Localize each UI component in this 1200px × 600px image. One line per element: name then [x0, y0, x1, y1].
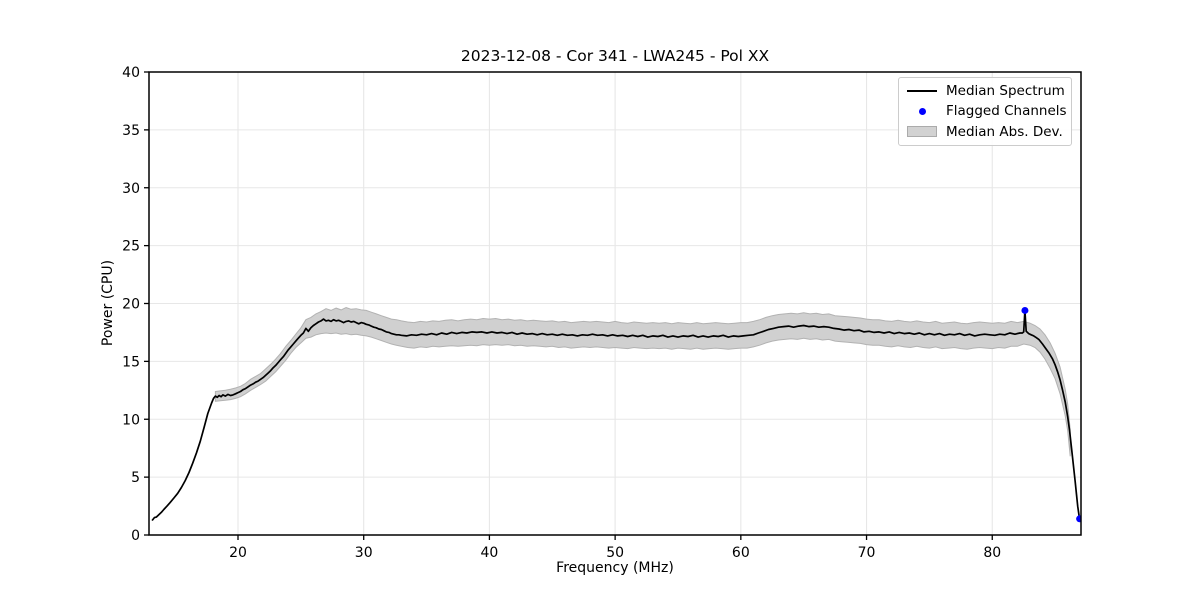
mad-band — [214, 307, 1071, 457]
x-tick-label: 50 — [606, 545, 624, 561]
legend-entry-median-spectrum: Median Spectrum — [907, 81, 1065, 101]
flagged-channel-marker — [1076, 515, 1081, 523]
legend-box: Median Spectrum Flagged Channels Median … — [898, 77, 1072, 146]
legend-entry-flagged-channels: Flagged Channels — [907, 101, 1067, 121]
legend-label: Flagged Channels — [946, 103, 1067, 120]
grid — [149, 71, 1081, 536]
y-tick-label: 0 — [131, 528, 140, 544]
x-axis-label: Frequency (MHz) — [556, 560, 674, 576]
legend-label: Median Abs. Dev. — [946, 123, 1063, 140]
x-tick-label: 30 — [355, 545, 373, 561]
y-tick-label: 30 — [122, 181, 140, 197]
axis-ticks: 20 30 40 50 60 70 80 0 5 10 15 20 25 30 35 40 — [122, 65, 1001, 561]
line-swatch-icon — [907, 90, 937, 93]
legend-label: Median Spectrum — [946, 83, 1065, 100]
x-tick-label: 60 — [732, 545, 750, 561]
dot-swatch-icon — [907, 107, 937, 115]
x-tick-label: 70 — [858, 545, 876, 561]
flagged-channel-marker — [1021, 306, 1029, 314]
y-tick-label: 15 — [122, 354, 140, 370]
plot-title: 2023-12-08 - Cor 341 - LWA245 - Pol XX — [460, 47, 770, 65]
y-tick-label: 5 — [131, 470, 140, 486]
legend-entry-median-abs-dev: Median Abs. Dev. — [907, 122, 1063, 142]
x-tick-label: 20 — [229, 545, 247, 561]
y-axis-label: Power (CPU) — [100, 259, 116, 347]
y-tick-label: 35 — [122, 123, 140, 139]
y-tick-label: 20 — [122, 297, 140, 313]
y-tick-label: 10 — [122, 412, 140, 428]
x-tick-label: 80 — [983, 545, 1001, 561]
median-spectrum-line — [151, 309, 1081, 521]
patch-swatch-icon — [907, 126, 937, 138]
y-tick-label: 40 — [122, 65, 140, 81]
x-tick-label: 40 — [481, 545, 499, 561]
y-tick-label: 25 — [122, 239, 140, 255]
